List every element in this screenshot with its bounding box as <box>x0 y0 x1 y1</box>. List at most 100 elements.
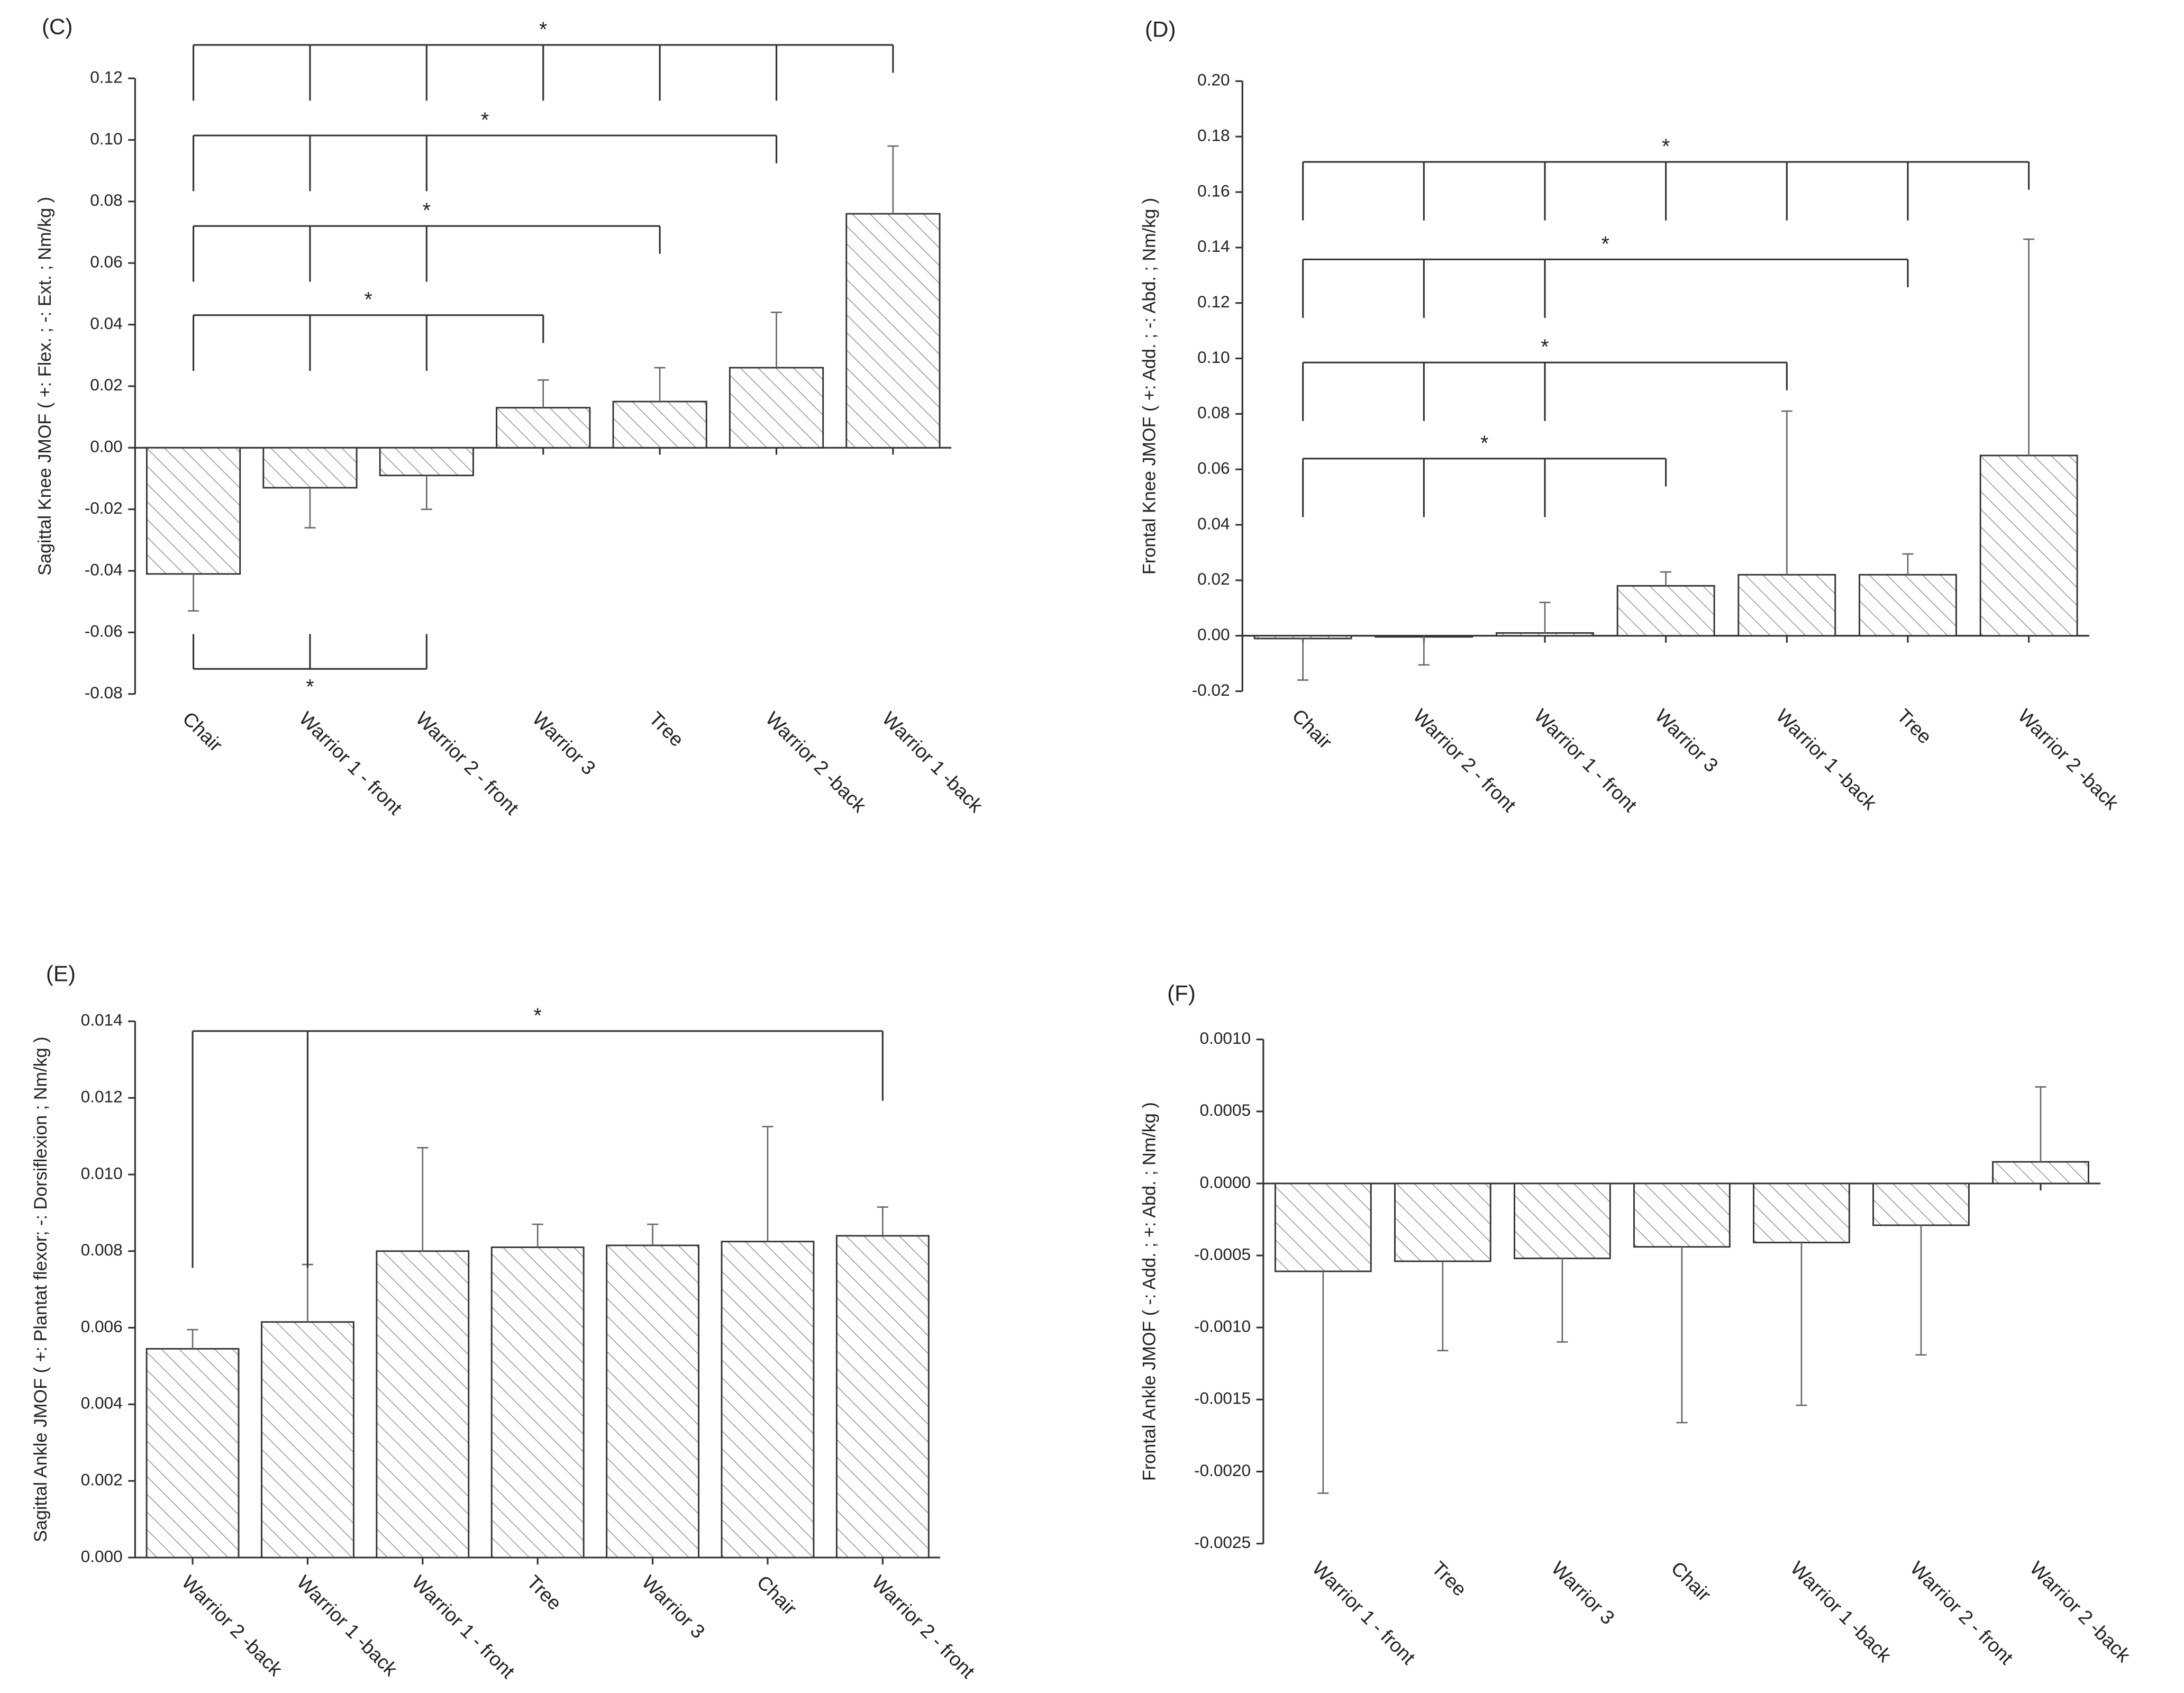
bar <box>145 1348 240 1559</box>
bar <box>496 407 591 449</box>
bar <box>721 1241 815 1559</box>
x-tick-label: Chair <box>753 1571 801 1619</box>
y-tick-label: 0.012 <box>81 1087 123 1106</box>
y-tick-label: 0.12 <box>1197 292 1230 311</box>
x-tick-label: Warrior 1 -back <box>1772 705 1881 814</box>
y-tick-label: 0.00 <box>1197 625 1230 644</box>
y-tick-label: -0.0020 <box>1194 1461 1251 1480</box>
y-tick-label: 0.004 <box>81 1394 123 1413</box>
significance: * <box>534 1004 542 1027</box>
bar <box>606 1244 699 1559</box>
y-tick-label: 0.04 <box>1197 514 1230 533</box>
x-tick-label: Tree <box>523 1571 566 1615</box>
y-tick-label: -0.06 <box>85 622 123 641</box>
x-tick-label: Tree <box>645 707 688 751</box>
panel-label: (C) <box>42 14 72 39</box>
y-tick-label: 0.0010 <box>1200 1028 1251 1048</box>
x-tick-label: Chair <box>1667 1557 1715 1605</box>
y-tick-label: 0.002 <box>81 1470 123 1489</box>
y-tick-label: -0.0005 <box>1194 1244 1251 1263</box>
y-tick-label: -0.04 <box>85 560 123 579</box>
y-tick-label: 0.14 <box>1197 236 1230 256</box>
y-tick-label: -0.0025 <box>1194 1533 1251 1552</box>
x-tick-label: Warrior 1 - front <box>1530 705 1641 816</box>
y-tick-label: 0.06 <box>90 252 122 271</box>
x-tick-label: Warrior 2 - front <box>868 1571 979 1682</box>
bar <box>1753 1182 1850 1244</box>
x-tick-label: Warrior 1 - front <box>295 707 406 818</box>
bar <box>379 447 474 477</box>
y-tick-label: 0.10 <box>1197 348 1230 367</box>
bar <box>1979 454 2078 637</box>
bar <box>490 1246 585 1559</box>
x-tick-label: Chair <box>178 707 226 756</box>
panel-label: (D) <box>1145 17 1176 42</box>
bar <box>145 447 241 575</box>
bar <box>1992 1161 2089 1185</box>
bar <box>1872 1182 1970 1226</box>
significance: * <box>1662 135 1670 158</box>
x-tick-label: Warrior 2 -back <box>2026 1557 2135 1666</box>
x-tick-label: Warrior 1 -back <box>878 707 987 816</box>
x-tick-label: Warrior 1 - front <box>1308 1557 1419 1668</box>
y-tick-label: 0.006 <box>81 1317 123 1336</box>
significance: * <box>1480 432 1488 455</box>
panel-label: (E) <box>46 961 76 986</box>
x-tick-label: Warrior 2 - front <box>412 707 523 818</box>
y-tick-label: 0.010 <box>81 1163 123 1182</box>
y-tick-label: 0.014 <box>81 1011 123 1030</box>
bar <box>612 401 707 449</box>
significance: * <box>1541 335 1549 359</box>
significance: * <box>539 18 547 41</box>
x-tick-label: Warrior 2 -back <box>178 1571 287 1680</box>
x-tick-label: Warrior 3 <box>1548 1557 1619 1628</box>
y-tick-label: 0.04 <box>90 314 122 333</box>
significance: * <box>364 288 372 312</box>
x-tick-label: Warrior 3 <box>638 1571 709 1643</box>
y-tick-label: 0.16 <box>1197 181 1230 200</box>
bar <box>1514 1182 1611 1259</box>
y-tick-label: 0.0000 <box>1200 1172 1251 1191</box>
panel-label: (F) <box>1167 981 1196 1006</box>
y-axis-label: Frontal Ankle JMOF ( -: Add. ; +: Abd. ;… <box>1140 1102 1160 1481</box>
y-tick-label: 0.008 <box>81 1240 123 1259</box>
bar <box>835 1235 930 1559</box>
bar <box>729 367 824 449</box>
y-tick-label: 0.10 <box>90 129 122 148</box>
y-tick-label: 0.12 <box>90 67 122 86</box>
bar <box>376 1250 470 1559</box>
y-tick-label: 0.06 <box>1197 458 1230 477</box>
bar <box>1496 632 1594 637</box>
significance: * <box>481 108 489 132</box>
y-tick-label: -0.02 <box>1192 680 1230 699</box>
bar <box>1274 1182 1372 1272</box>
y-tick-label: 0.02 <box>1197 569 1230 588</box>
y-tick-label: 0.08 <box>1197 403 1230 422</box>
bar <box>845 213 941 449</box>
y-tick-label: 0.08 <box>90 190 122 210</box>
x-tick-label: Warrior 2 - front <box>1906 1557 2017 1668</box>
x-tick-label: Tree <box>1893 705 1936 748</box>
bar <box>261 1321 354 1559</box>
significance: * <box>306 676 314 699</box>
x-tick-label: Tree <box>1428 1557 1471 1600</box>
y-tick-label: 0.18 <box>1197 126 1230 145</box>
y-axis-label: Frontal Knee JMOF ( +: Add. ; -: Abd. ; … <box>1140 198 1160 575</box>
bar <box>1253 635 1352 640</box>
significance: * <box>1601 232 1609 256</box>
y-tick-label: 0.20 <box>1197 70 1230 89</box>
y-tick-label: 0.02 <box>90 375 122 394</box>
y-tick-label: -0.0015 <box>1194 1389 1251 1408</box>
x-tick-label: Warrior 2 -back <box>761 707 870 816</box>
x-tick-label: Warrior 2 - front <box>1409 705 1520 816</box>
y-axis-label: Sagittal Knee JMOF ( +: Flex. ; -: Ext. … <box>35 197 55 576</box>
significance: * <box>423 199 431 222</box>
x-tick-label: Warrior 1 -back <box>293 1571 402 1680</box>
x-tick-label: Warrior 1 - front <box>407 1571 518 1682</box>
y-tick-label: -0.0010 <box>1194 1317 1251 1336</box>
bar <box>262 447 358 489</box>
x-tick-label: Chair <box>1288 705 1336 753</box>
bar <box>1737 574 1836 637</box>
bar <box>1394 1182 1491 1262</box>
